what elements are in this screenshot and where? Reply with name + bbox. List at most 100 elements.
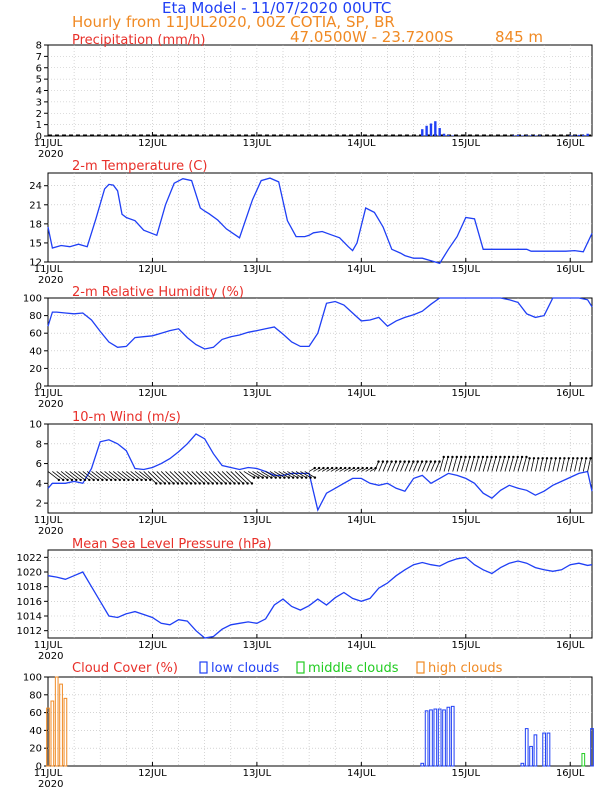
wind-arrowhead: [429, 460, 432, 463]
wind-vector: [278, 471, 290, 478]
wind-vector: [239, 471, 253, 484]
location-coords: 47.0500W - 23.7200S: [290, 28, 453, 46]
wind-vector: [400, 461, 406, 472]
wind-vector: [156, 471, 170, 484]
wind-vector: [130, 471, 142, 481]
x-tick-label: 11JUL: [34, 264, 63, 275]
wind-vector: [408, 461, 414, 472]
precip-bar: [512, 135, 515, 136]
wind-arrowhead: [576, 457, 579, 460]
wind-arrowhead: [250, 482, 254, 485]
y-tick-label: 80: [29, 311, 42, 322]
wind-arrowhead: [399, 460, 402, 463]
wind-vector: [295, 471, 307, 478]
wind-arrowhead: [390, 460, 393, 463]
wind-arrowhead: [144, 478, 148, 482]
cloud-bar: [533, 734, 538, 767]
wind-arrowhead: [309, 476, 312, 479]
wind-vector: [548, 458, 552, 472]
y-tick-label: 10: [29, 420, 42, 431]
wind-vector: [282, 471, 294, 478]
wind-vector: [256, 471, 268, 478]
cloud-bar: [429, 709, 433, 767]
x-tick-label: 11JUL: [34, 515, 63, 526]
precip-bar: [438, 128, 441, 136]
wind-arrowhead: [407, 460, 411, 463]
wind-vector: [186, 471, 201, 484]
y-tick-label: 4: [36, 479, 42, 490]
x-tick-label: 14JUL: [347, 515, 376, 526]
x-tick-label: 15JUL: [452, 640, 481, 651]
wind-arrowhead: [62, 478, 65, 482]
wind-arrowhead: [313, 466, 316, 470]
wind-arrowhead: [412, 460, 415, 463]
wind-arrowhead: [194, 482, 197, 485]
wind-vector: [421, 461, 427, 472]
wind-vector: [139, 471, 151, 481]
cloud-bar: [59, 683, 63, 767]
wind-arrowhead: [377, 460, 380, 463]
wind-vector: [65, 471, 77, 481]
panel-title: 10-m Wind (m/s): [72, 410, 181, 425]
wind-arrowhead: [291, 476, 295, 479]
wind-vector: [447, 456, 453, 472]
wind-vector: [491, 456, 497, 472]
year-label: 2020: [38, 526, 63, 537]
y-tick-label: 21: [29, 200, 42, 211]
cloud-bar: [446, 706, 451, 767]
wind-arrowhead: [567, 457, 570, 460]
legend-label: low clouds: [211, 661, 280, 676]
cloud-bar: [420, 762, 425, 767]
wind-vector: [56, 471, 68, 481]
x-tick-label: 14JUL: [347, 264, 376, 275]
wind-vector: [374, 461, 379, 472]
cloud-bar: [524, 728, 529, 767]
wind-arrowhead: [163, 482, 167, 485]
x-tick-label: 16JUL: [556, 640, 585, 651]
wind-vector: [535, 458, 539, 472]
y-tick-label: 12: [29, 258, 42, 269]
year-label: 2020: [38, 651, 63, 662]
wind-arrowhead: [571, 457, 575, 460]
year-label: 2020: [38, 149, 63, 160]
wind-vector: [121, 471, 134, 481]
wind-arrowhead: [127, 478, 130, 482]
wind-vector: [204, 471, 218, 484]
wind-vector: [287, 471, 298, 478]
precip-bar: [569, 135, 572, 136]
x-tick-label: 11JUL: [34, 138, 63, 149]
wind-arrowhead: [554, 457, 557, 460]
wind-arrowhead: [420, 460, 424, 463]
x-tick-label: 12JUL: [138, 138, 167, 149]
wind-vector: [274, 471, 285, 478]
wind-vector: [104, 471, 116, 481]
wind-arrowhead: [507, 455, 511, 459]
wind-vector: [291, 471, 303, 478]
wind-vector: [469, 456, 475, 472]
wind-vector: [213, 471, 227, 484]
wind-arrowhead: [459, 455, 463, 459]
wind-vector: [413, 461, 419, 472]
wind-vector: [565, 458, 570, 472]
wind-vector: [82, 471, 94, 481]
y-tick-label: 1016: [17, 597, 42, 608]
legend-swatch: [199, 661, 208, 674]
wind-arrowhead: [550, 457, 553, 460]
wind-arrowhead: [274, 476, 277, 479]
wind-arrowhead: [176, 482, 180, 485]
wind-arrowhead: [512, 455, 515, 459]
wind-vector: [195, 471, 209, 484]
wind-arrowhead: [486, 455, 489, 459]
wind-arrowhead: [172, 482, 175, 485]
wind-vector: [134, 471, 147, 481]
cloud-bar: [442, 709, 446, 767]
wind-arrowhead: [381, 460, 385, 463]
x-tick-label: 15JUL: [452, 388, 481, 399]
wind-vector: [60, 471, 73, 481]
x-tick-label: 12JUL: [138, 640, 167, 651]
wind-vector: [243, 471, 255, 478]
wind-arrowhead: [66, 478, 69, 482]
wind-arrowhead: [237, 482, 241, 485]
wind-vector: [252, 471, 263, 478]
wind-vector: [217, 471, 231, 484]
